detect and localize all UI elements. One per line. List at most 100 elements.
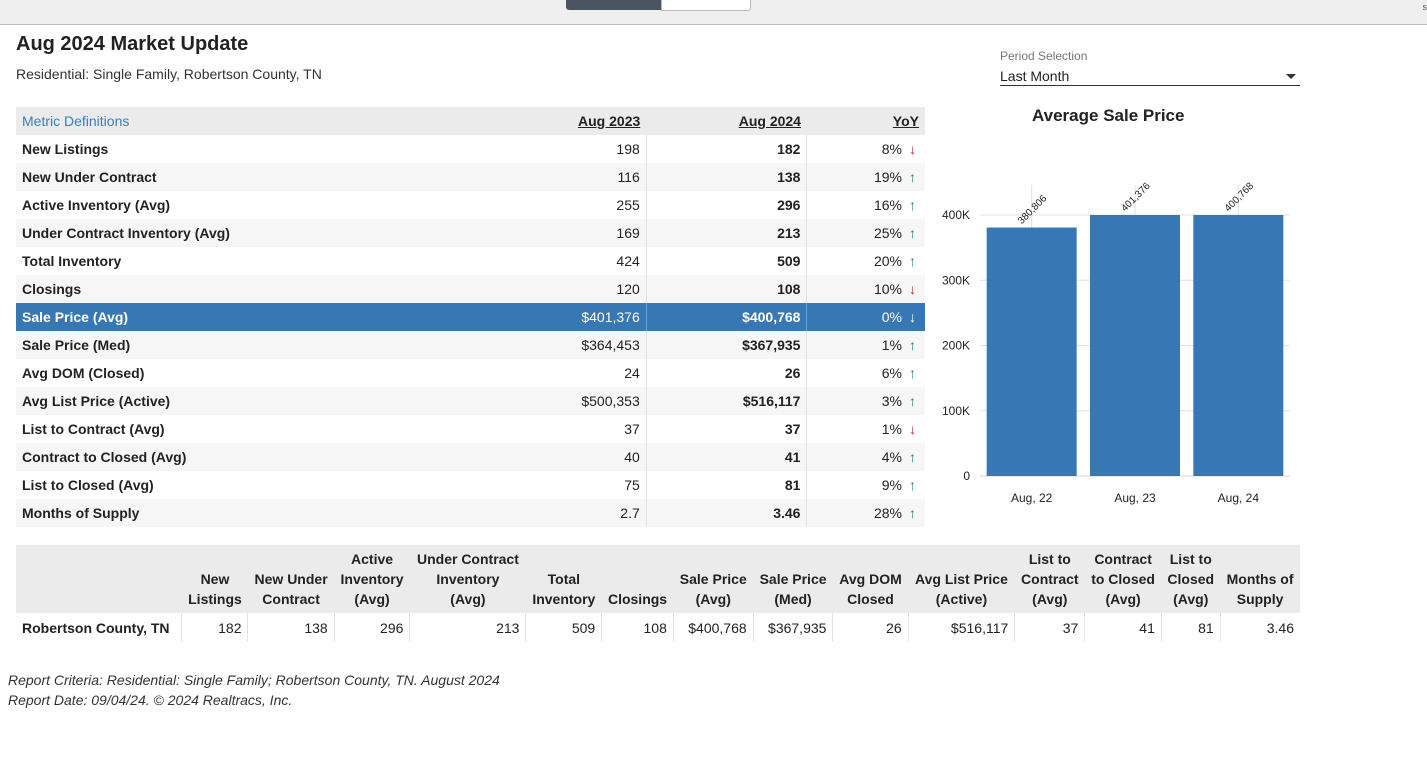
page-subtitle: Residential: Single Family, Robertson Co… bbox=[16, 66, 322, 82]
summary-header-text: Closings bbox=[607, 591, 668, 607]
metric-row[interactable]: Active Inventory (Avg) 255 296 16% ↑ bbox=[16, 191, 925, 219]
period-selection-dropdown[interactable]: Last Month bbox=[1000, 66, 1300, 86]
metric-value-aug-2023: 40 bbox=[485, 443, 647, 471]
chart-bar[interactable] bbox=[1193, 215, 1284, 476]
arrow-up-icon: ↑ bbox=[909, 253, 916, 269]
y-tick-label: 300K bbox=[942, 273, 970, 287]
summary-cell: 509 bbox=[525, 613, 603, 642]
metrics-header-row: Metric Definitions Aug 2023 Aug 2024 YoY bbox=[16, 107, 925, 135]
period-selection-label: Period Selection bbox=[1000, 49, 1088, 63]
metric-row[interactable]: Closings 120 108 10% ↓ bbox=[16, 275, 925, 303]
metric-row[interactable]: New Under Contract 116 138 19% ↑ bbox=[16, 163, 925, 191]
metric-yoy-value: 3% bbox=[881, 393, 902, 409]
summary-header-text: Contract bbox=[1094, 551, 1152, 567]
metric-yoy: 3% ↑ bbox=[807, 387, 925, 415]
view-toggle-segment[interactable] bbox=[661, 0, 751, 11]
metric-yoy: 6% ↑ bbox=[807, 359, 925, 387]
report-date: Report Date: 09/04/24. © 2024 Realtracs,… bbox=[8, 692, 293, 708]
metric-definitions-link[interactable]: Metric Definitions bbox=[22, 113, 130, 129]
table-row[interactable]: Robertson County, TN 182 138 296 213 509 108 $4… bbox=[16, 613, 1300, 642]
metric-yoy: 16% ↑ bbox=[807, 191, 925, 219]
chart-bar[interactable] bbox=[986, 227, 1077, 476]
summary-cell: $400,768 bbox=[673, 613, 754, 642]
metric-value-aug-2023: 37 bbox=[485, 415, 647, 443]
summary-cell: 138 bbox=[247, 613, 335, 642]
metric-yoy: 9% ↑ bbox=[807, 471, 925, 499]
metric-row[interactable]: Sale Price (Med) $364,453 $367,935 1% ↑ bbox=[16, 331, 925, 359]
metric-yoy: 8% ↓ bbox=[807, 135, 925, 163]
summary-column-header: Closings bbox=[602, 545, 674, 613]
summary-column-header: Active Inventory (Avg) bbox=[334, 545, 410, 613]
y-tick-label: 100K bbox=[942, 404, 970, 418]
metric-value-aug-2024: 138 bbox=[646, 163, 808, 191]
metric-row[interactable]: Avg List Price (Active) $500,353 $516,117 3… bbox=[16, 387, 925, 415]
metric-yoy-value: 19% bbox=[873, 169, 902, 185]
summary-header-text: (Avg) bbox=[354, 591, 390, 607]
metric-yoy-value: 16% bbox=[873, 197, 902, 213]
summary-cell: 26 bbox=[832, 613, 909, 642]
metric-yoy-value: 20% bbox=[873, 253, 902, 269]
arrow-up-icon: ↑ bbox=[909, 225, 916, 241]
summary-column-header: Under Contract Inventory (Avg) bbox=[410, 545, 526, 613]
metric-yoy: 19% ↑ bbox=[807, 163, 925, 191]
arrow-down-icon: ↓ bbox=[909, 421, 916, 437]
metric-yoy: 28% ↑ bbox=[807, 499, 925, 527]
summary-header-text: (Avg) bbox=[1105, 591, 1141, 607]
summary-header-text: Under Contract bbox=[416, 551, 519, 567]
summary-cell: 41 bbox=[1084, 613, 1162, 642]
arrow-up-icon: ↑ bbox=[909, 169, 916, 185]
metric-row[interactable]: List to Closed (Avg) 75 81 9% ↑ bbox=[16, 471, 925, 499]
column-header-yoy[interactable]: YoY bbox=[892, 113, 919, 129]
summary-column-header: Contract to Closed (Avg) bbox=[1085, 545, 1162, 613]
arrow-up-icon: ↑ bbox=[909, 477, 916, 493]
summary-header-text: List to bbox=[1169, 551, 1212, 567]
summary-cell: 108 bbox=[601, 613, 674, 642]
metric-row[interactable]: Contract to Closed (Avg) 40 41 4% ↑ bbox=[16, 443, 925, 471]
arrow-up-icon: ↑ bbox=[909, 365, 916, 381]
metrics-table: Metric Definitions Aug 2023 Aug 2024 YoY… bbox=[16, 107, 925, 527]
metric-name: Under Contract Inventory (Avg) bbox=[22, 225, 230, 241]
metric-value-aug-2023: 2.7 bbox=[485, 499, 647, 527]
metric-row[interactable]: Sale Price (Avg) $401,376 $400,768 0% ↓ bbox=[16, 303, 925, 331]
arrow-up-icon: ↑ bbox=[909, 449, 916, 465]
summary-header-text: Sale Price bbox=[679, 571, 747, 587]
data-label: 400,768 bbox=[1223, 180, 1257, 214]
metric-name: List to Contract (Avg) bbox=[22, 421, 165, 437]
metric-row[interactable]: Avg DOM (Closed) 24 26 6% ↑ bbox=[16, 359, 925, 387]
column-header-aug-2023[interactable]: Aug 2023 bbox=[578, 113, 641, 129]
metric-value-aug-2024: 509 bbox=[646, 247, 808, 275]
metric-row[interactable]: Total Inventory 424 509 20% ↑ bbox=[16, 247, 925, 275]
summary-header-text: (Avg) bbox=[695, 591, 731, 607]
summary-header-text: (Active) bbox=[935, 591, 988, 607]
summary-header-text: Active bbox=[351, 551, 394, 567]
metric-row[interactable]: New Listings 198 182 8% ↓ bbox=[16, 135, 925, 163]
column-header-aug-2024[interactable]: Aug 2024 bbox=[738, 113, 801, 129]
summary-header-text: Closed bbox=[1167, 571, 1215, 587]
metric-yoy: 25% ↑ bbox=[807, 219, 925, 247]
chart-bar[interactable] bbox=[1090, 215, 1180, 476]
summary-header-text: New Under bbox=[254, 571, 328, 587]
metric-yoy-value: 0% bbox=[881, 309, 902, 325]
summary-header-text: Months of bbox=[1226, 571, 1294, 587]
chevron-down-icon bbox=[1286, 74, 1296, 79]
metric-name: Avg List Price (Active) bbox=[22, 393, 171, 409]
summary-header-text: Inventory bbox=[532, 591, 596, 607]
x-tick-label: Aug, 24 bbox=[1218, 491, 1260, 505]
summary-header-text: Listings bbox=[188, 591, 242, 607]
data-label: 401,376 bbox=[1119, 180, 1153, 214]
metric-value-aug-2023: $500,353 bbox=[485, 387, 647, 415]
view-toggle-active-segment[interactable] bbox=[566, 0, 661, 10]
metric-row[interactable]: Months of Supply 2.7 3.46 28% ↑ bbox=[16, 499, 925, 527]
summary-region-name: Robertson County, TN bbox=[16, 613, 183, 642]
metric-yoy-value: 8% bbox=[881, 141, 902, 157]
report-criteria: Report Criteria: Residential: Single Fam… bbox=[8, 672, 500, 688]
metric-row[interactable]: Under Contract Inventory (Avg) 169 213 25% ↑ bbox=[16, 219, 925, 247]
summary-cell: 213 bbox=[409, 613, 527, 642]
metric-yoy: 20% ↑ bbox=[807, 247, 925, 275]
summary-header-text: (Avg) bbox=[450, 591, 486, 607]
metric-yoy-value: 28% bbox=[873, 505, 902, 521]
summary-cell: 3.46 bbox=[1266, 619, 1294, 636]
summary-column-header: New Listings bbox=[182, 545, 248, 613]
metric-value-aug-2023: 198 bbox=[485, 135, 647, 163]
metric-row[interactable]: List to Contract (Avg) 37 37 1% ↓ bbox=[16, 415, 925, 443]
